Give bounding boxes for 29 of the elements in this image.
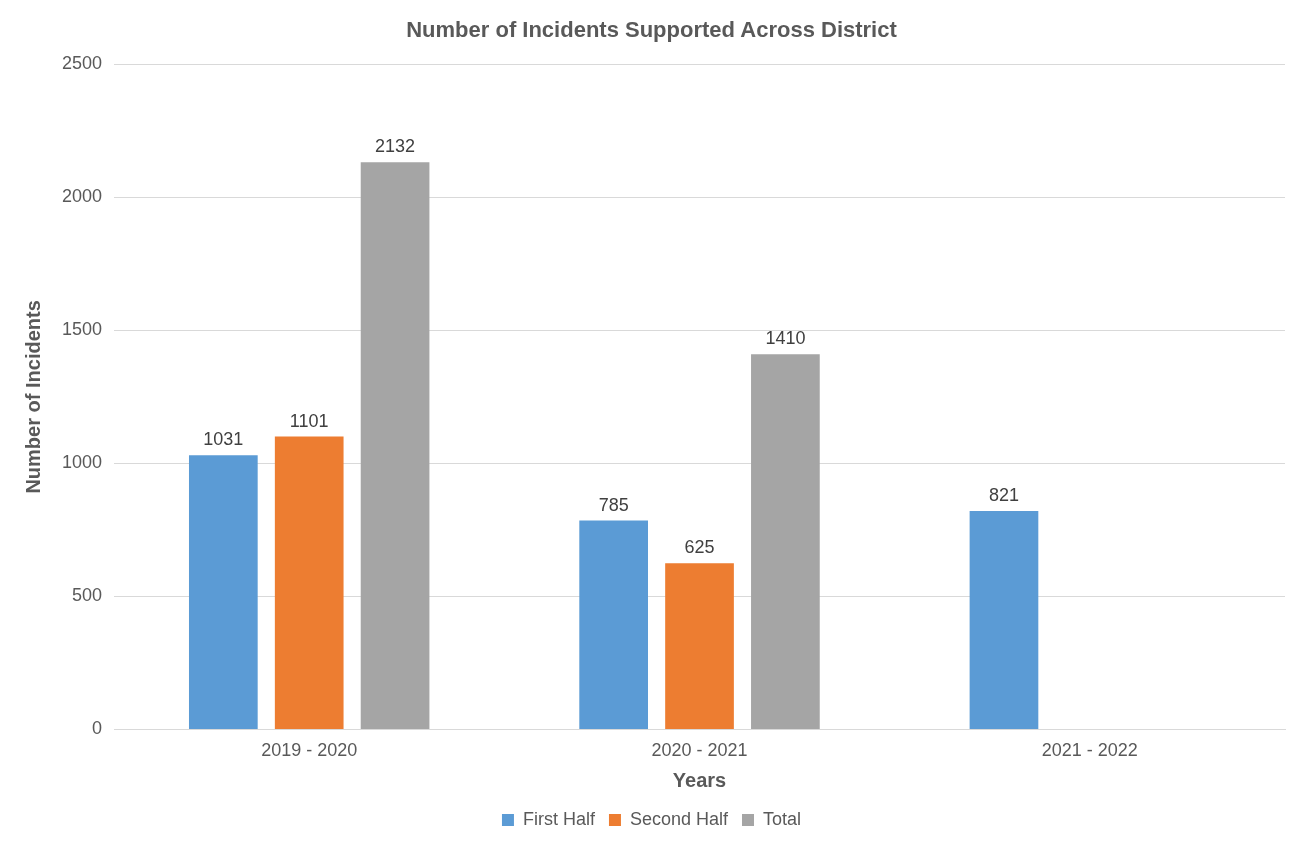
data-label: 821 [988,484,1019,505]
y-tick-label: 1000 [62,452,103,473]
x-axis-title: Years [672,768,727,791]
y-axis-title: Number of Incidents [21,300,44,494]
chart-title: Number of Incidents Supported Across District [406,17,898,43]
data-label: 1410 [765,328,806,349]
data-label: 1101 [289,410,329,431]
y-tick-label: 500 [72,585,103,606]
legend-label: First Half [522,808,596,829]
bar [579,520,648,729]
y-tick-label: 1500 [62,319,103,340]
data-label: 625 [684,537,715,558]
bar [188,455,258,729]
data-label: 1031 [203,429,244,450]
x-tick-label: 2021 - 2022 [1041,740,1138,761]
bar [969,511,1039,729]
x-tick-label: 2019 - 2020 [261,740,358,761]
data-label: 785 [598,494,629,515]
legend-label: Second Half [629,808,730,829]
bar [751,354,820,729]
bar [665,563,734,729]
x-tick-label: 2020 - 2021 [651,740,748,761]
bar [360,162,430,729]
y-tick-label: 2000 [62,186,103,207]
data-label: 2132 [375,136,416,157]
y-tick-label: 0 [92,718,103,739]
bar [274,436,344,729]
legend-label: Total [763,808,802,829]
y-tick-label: 2500 [62,53,103,74]
